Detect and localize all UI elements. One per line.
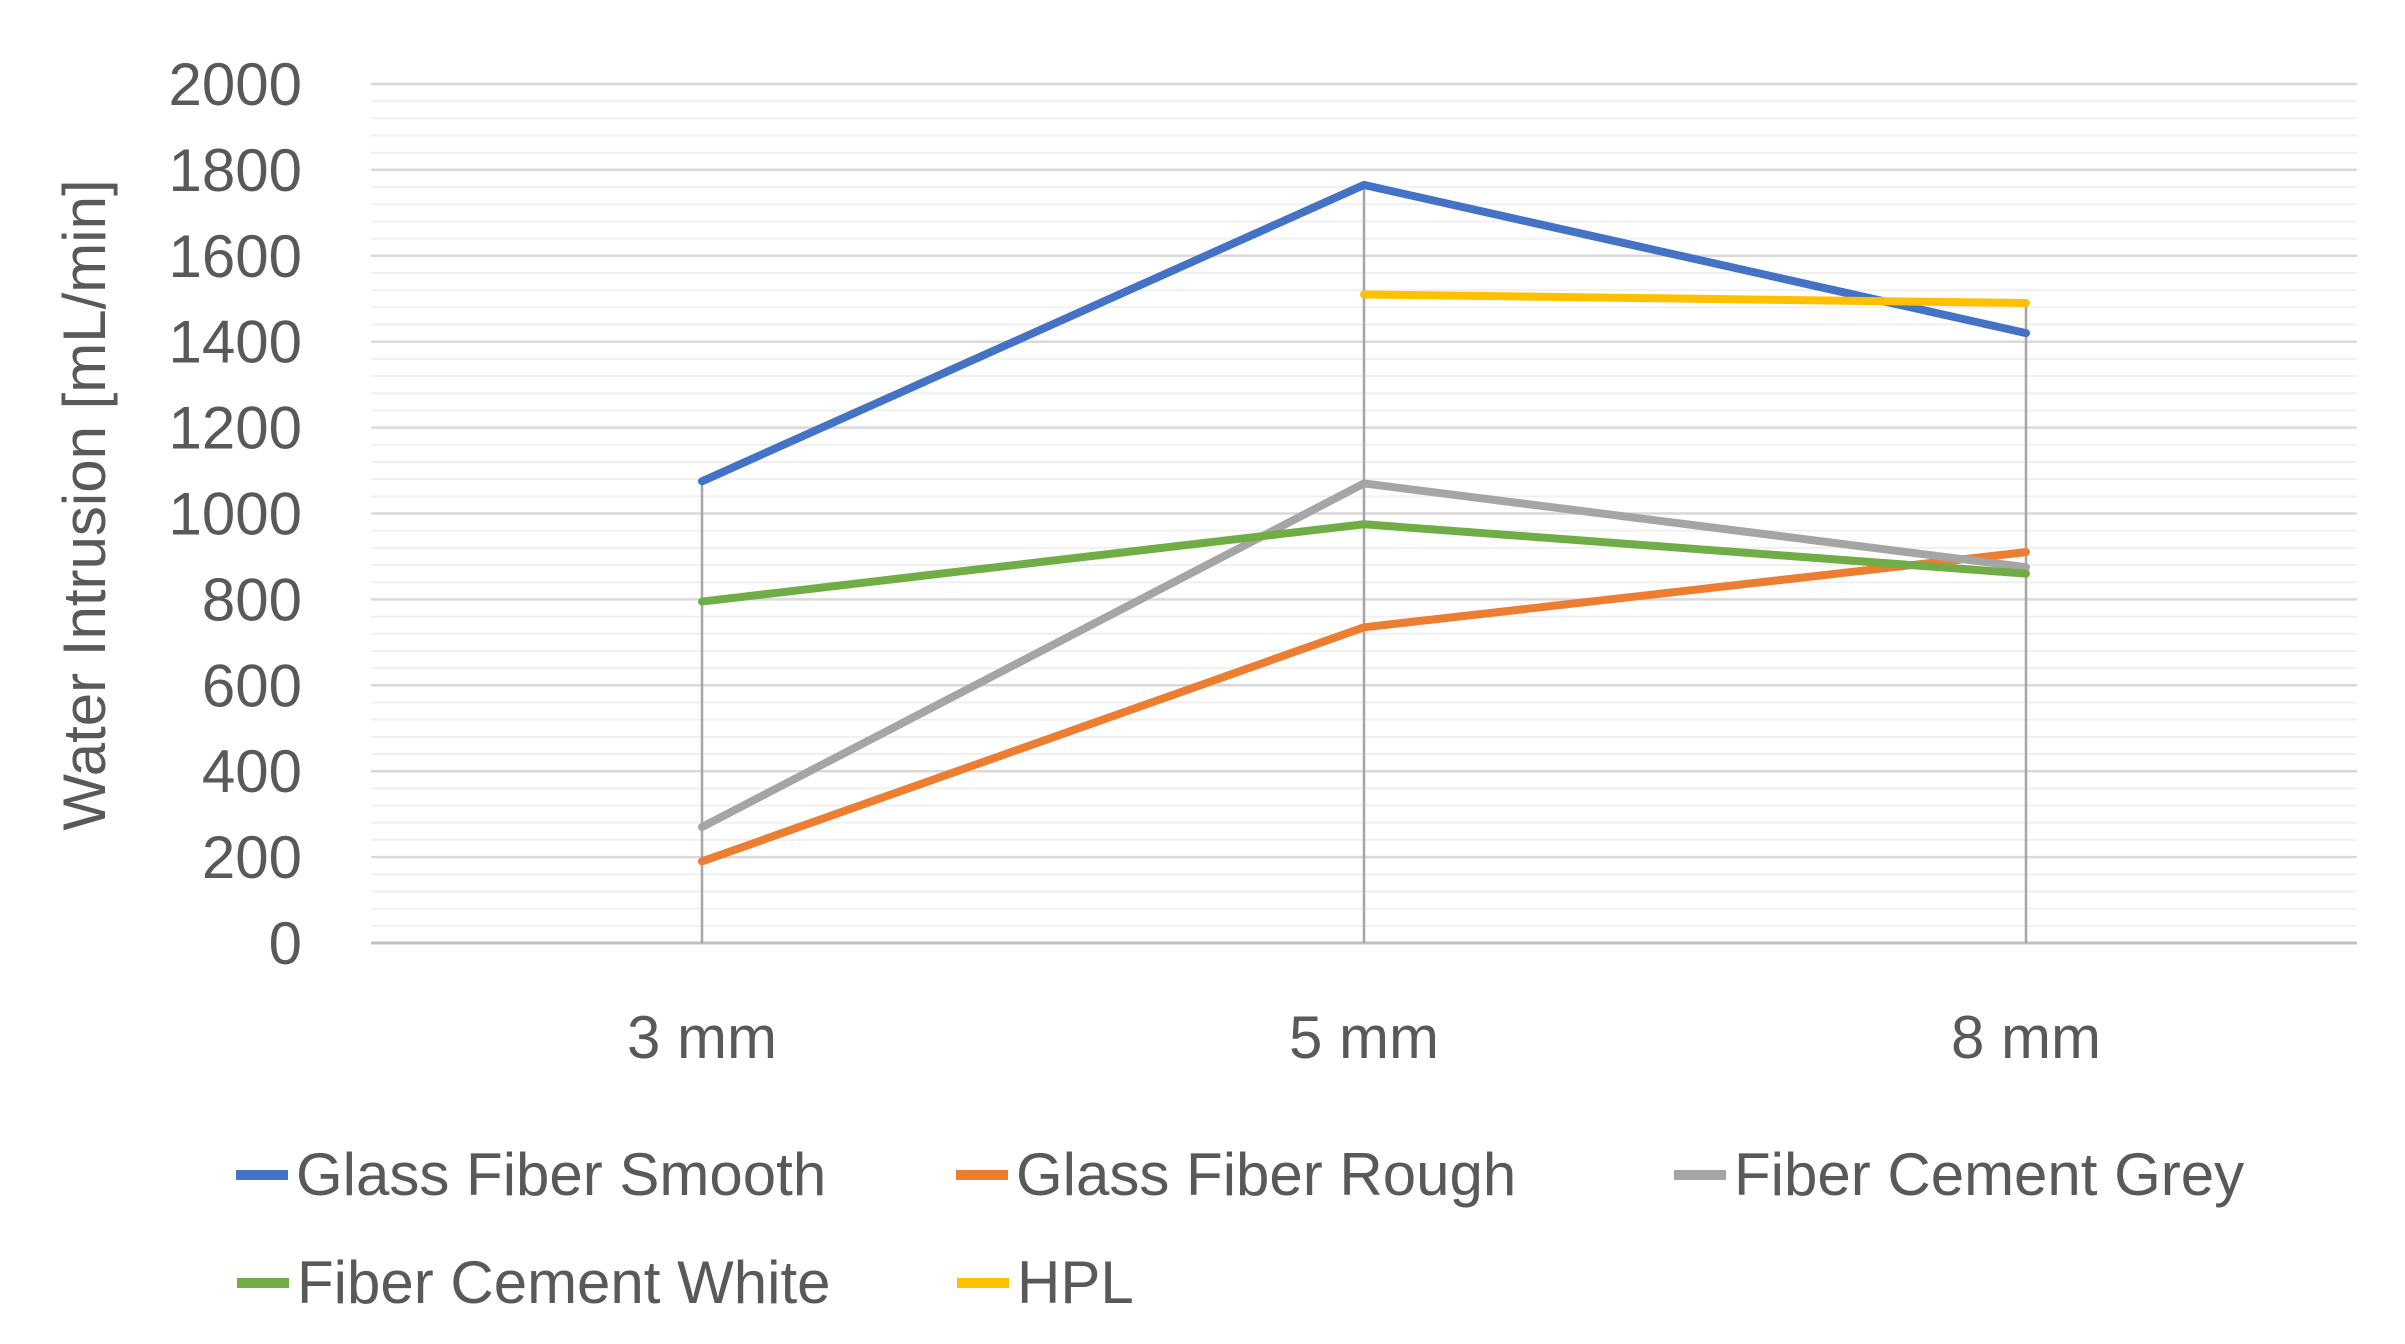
legend-label: HPL <box>1017 1249 1134 1316</box>
legend-item-hpl: HPL <box>957 1247 1134 1319</box>
y-tick-label: 1200 <box>169 395 302 462</box>
x-tick-label: 5 mm <box>1289 1004 1439 1071</box>
legend-swatch <box>957 1278 1009 1288</box>
y-tick-label: 1800 <box>169 137 302 204</box>
y-tick-label: 200 <box>202 824 302 891</box>
series-line-hpl <box>1360 290 2030 308</box>
legend-item-fiber-cement-grey: Fiber Cement Grey <box>1674 1139 2244 1211</box>
series-line-fiber-cement-grey <box>698 479 2030 832</box>
legend-swatch <box>237 1278 289 1288</box>
legend-item-glass-fiber-smooth: Glass Fiber Smooth <box>236 1139 826 1211</box>
y-tick-label: 1400 <box>169 309 302 376</box>
y-tick-label: 600 <box>202 652 302 719</box>
legend-swatch <box>236 1170 288 1180</box>
y-tick-label: 2000 <box>169 51 302 118</box>
legend-label: Glass Fiber Smooth <box>296 1141 827 1208</box>
legend-label: Fiber Cement Grey <box>1734 1141 2245 1208</box>
legend-swatch <box>1674 1170 1726 1180</box>
series-line-glass-fiber-rough <box>698 548 2030 866</box>
y-tick-label: 400 <box>202 738 302 805</box>
y-tick-label: 0 <box>269 910 302 977</box>
x-tick-label: 3 mm <box>627 1004 777 1071</box>
legend-item-glass-fiber-rough: Glass Fiber Rough <box>956 1139 1516 1211</box>
series-line-fiber-cement-white <box>698 520 2030 606</box>
x-tick-label: 8 mm <box>1951 1004 2101 1071</box>
series-line-glass-fiber-smooth <box>698 180 2030 486</box>
legend-label: Fiber Cement White <box>297 1249 831 1316</box>
y-tick-label: 1000 <box>169 481 302 548</box>
legend-swatch <box>956 1170 1008 1180</box>
legend-label: Glass Fiber Rough <box>1016 1141 1517 1208</box>
legend-item-fiber-cement-white: Fiber Cement White <box>237 1247 831 1319</box>
y-tick-label: 800 <box>202 566 302 633</box>
y-tick-label: 1600 <box>169 223 302 290</box>
